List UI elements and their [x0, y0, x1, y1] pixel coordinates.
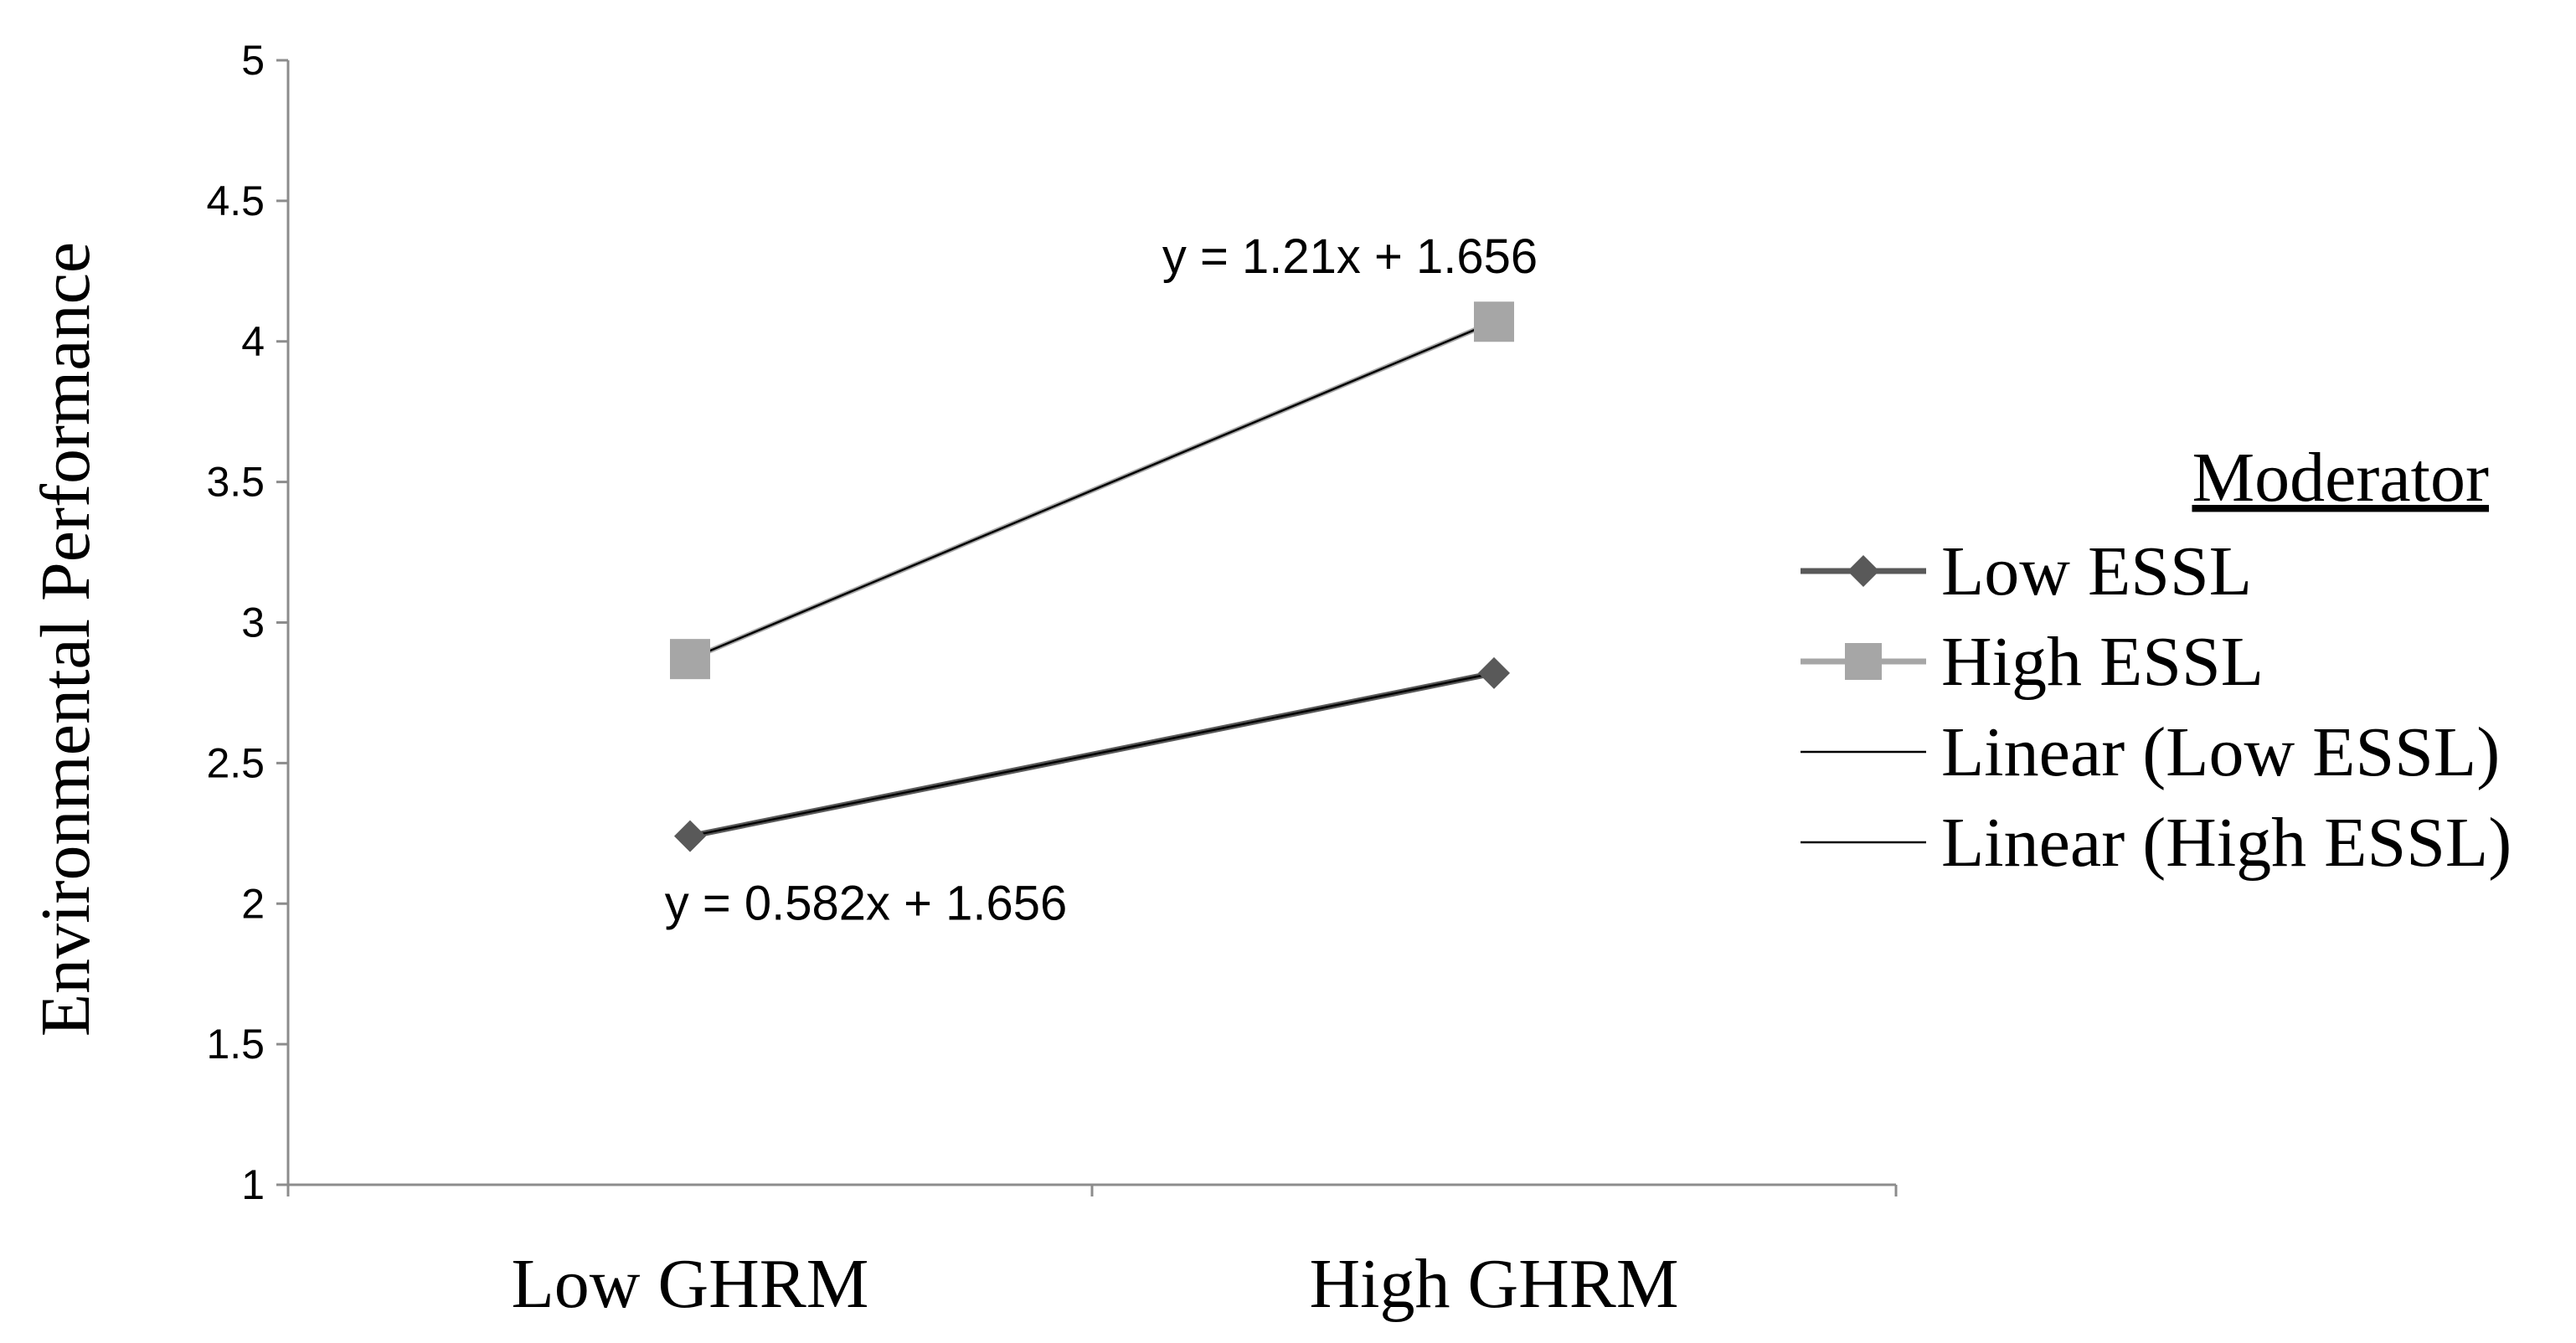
- legend-item: Linear (Low ESSL): [1801, 713, 2500, 791]
- trendline: [689, 321, 1495, 661]
- data-point-diamond: [674, 820, 706, 852]
- y-tick-label: 5: [241, 37, 265, 84]
- trendline-equation: y = 0.582x + 1.656: [665, 877, 1067, 931]
- y-tick-label: 2.5: [206, 739, 265, 786]
- legend-item: Linear (High ESSL): [1801, 804, 2512, 882]
- legend: Moderator Low ESSL High ESSL Linear (Low E…: [1801, 439, 2512, 882]
- y-tick-label: 3: [241, 599, 265, 646]
- trendline: [689, 672, 1495, 837]
- series-layer: y = 0.582x + 1.656 y = 1.21x + 1.656: [665, 229, 1538, 930]
- legend-label: Linear (Low ESSL): [1941, 713, 2500, 791]
- data-point-square: [670, 639, 710, 680]
- legend-label: Linear (High ESSL): [1941, 804, 2512, 882]
- y-axis-title: Environmental Performance: [27, 242, 105, 1037]
- legend-marker-square: [1845, 643, 1882, 680]
- trendline-equation: y = 1.21x + 1.656: [1162, 229, 1538, 284]
- axes: 1 1.5 2 2.5 3 3.5 4 4.5 5 Low GHRM High GHRM: [206, 37, 1898, 1323]
- y-tick-label: 1: [241, 1161, 265, 1208]
- y-tick-label: 4.5: [206, 178, 265, 224]
- legend-item: High ESSL: [1801, 623, 2264, 701]
- y-tick-label: 3.5: [206, 459, 265, 506]
- legend-item: Low ESSL: [1801, 533, 2252, 610]
- y-tick-label: 4: [241, 318, 265, 365]
- y-tick-label: 1.5: [206, 1021, 265, 1068]
- legend-label: High ESSL: [1941, 623, 2264, 701]
- y-tick-label: 2: [241, 880, 265, 927]
- data-point-diamond: [1478, 656, 1510, 689]
- legend-items: Low ESSL High ESSL Linear (Low ESSL) Linear…: [1801, 533, 2512, 882]
- data-point-square: [1474, 301, 1514, 342]
- legend-label: Low ESSL: [1941, 533, 2252, 610]
- legend-marker-diamond: [1847, 555, 1879, 587]
- x-category-label: Low GHRM: [511, 1245, 868, 1323]
- y-ticks: 1 1.5 2 2.5 3 3.5 4 4.5 5: [206, 37, 288, 1208]
- x-ticks: Low GHRM High GHRM: [286, 1185, 1898, 1323]
- legend-title: Moderator: [2192, 439, 2489, 517]
- x-category-label: High GHRM: [1309, 1245, 1678, 1323]
